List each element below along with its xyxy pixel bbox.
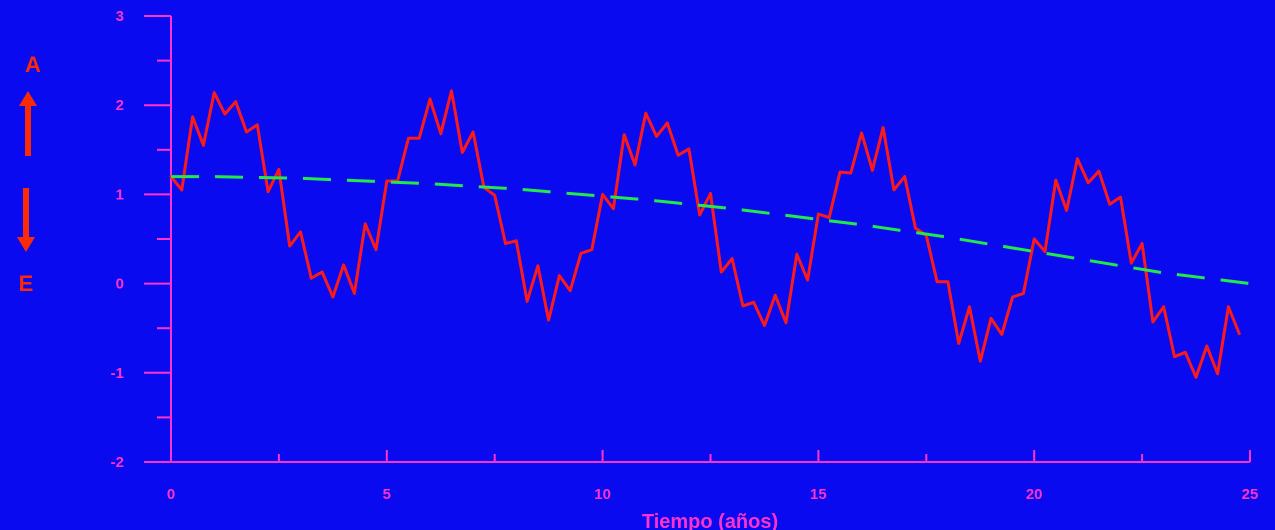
x-tick-label: 20 <box>1026 486 1043 503</box>
y-tick-label: 2 <box>116 97 124 114</box>
x-tick-label: 15 <box>810 486 827 503</box>
arrow-up-icon <box>19 91 37 156</box>
x-tick-label: 10 <box>594 486 611 503</box>
y-tick-label: -2 <box>111 454 124 471</box>
y-tick-label: -1 <box>111 365 124 382</box>
oscillation-series-line <box>169 89 1241 379</box>
x-tick-label: 5 <box>383 486 391 503</box>
series-layer <box>169 89 1251 379</box>
x-tick-label: 0 <box>167 486 175 503</box>
y-axis: -2 -1 0 1 2 3 <box>111 8 172 471</box>
arrow-down-icon <box>17 188 35 252</box>
y-tick-label: 3 <box>116 8 124 25</box>
y-tick-label: 1 <box>116 186 124 203</box>
y-tick-label: 0 <box>116 276 124 293</box>
trend-series-line <box>171 175 1251 286</box>
x-axis-title: Tiempo (años) <box>642 511 778 530</box>
side-label-top: A <box>25 52 41 77</box>
side-label-bottom: E <box>19 271 34 296</box>
x-tick-label: 25 <box>1242 486 1259 503</box>
x-axis: 0 5 10 15 20 25 <box>167 450 1259 503</box>
